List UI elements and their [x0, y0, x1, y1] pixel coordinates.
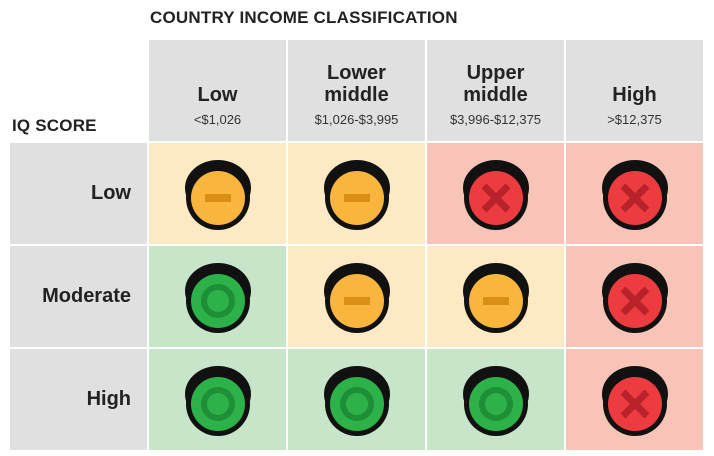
yellow-minus-icon [323, 262, 390, 333]
column-header-label: Low [197, 84, 238, 106]
column-header-range: $3,996-$12,375 [449, 112, 542, 127]
green-circle-icon [184, 262, 251, 333]
yellow-minus-icon [462, 262, 529, 333]
column-header-high: High >$12,375 [566, 40, 703, 141]
column-header-range: $1,026-$3,995 [314, 112, 399, 127]
row-axis-title: IQ SCORE [12, 116, 97, 135]
row-header-moderate: Moderate [10, 246, 147, 347]
row-header-high: High [10, 349, 147, 450]
red-x-icon [601, 262, 668, 333]
grid-cell [149, 143, 286, 244]
grid-cell [288, 349, 425, 450]
grid-cell [427, 349, 564, 450]
row-header-low: Low [10, 143, 147, 244]
classification-grid: Low <$1,026 Lower middle $1,026-$3,995 U… [10, 40, 703, 450]
grid-cell [288, 246, 425, 347]
yellow-minus-icon [323, 159, 390, 230]
grid-cell [427, 143, 564, 244]
grid-cell [427, 246, 564, 347]
green-circle-icon [462, 365, 529, 436]
column-header-upper-middle: Upper middle $3,996-$12,375 [427, 40, 564, 141]
grid-cell [149, 349, 286, 450]
red-x-icon [601, 365, 668, 436]
grid-cell [288, 143, 425, 244]
red-x-icon [462, 159, 529, 230]
column-header-lower-middle: Lower middle $1,026-$3,995 [288, 40, 425, 141]
grid-cell [566, 143, 703, 244]
column-header-range: >$12,375 [607, 112, 662, 127]
column-header-low: Low <$1,026 [149, 40, 286, 141]
column-axis-title: COUNTRY INCOME CLASSIFICATION [150, 8, 458, 27]
column-header-range: <$1,026 [193, 112, 242, 127]
green-circle-icon [184, 365, 251, 436]
red-x-icon [601, 159, 668, 230]
grid-cell [566, 349, 703, 450]
column-header-label: High [612, 84, 657, 106]
grid-cell [149, 246, 286, 347]
grid-cell [566, 246, 703, 347]
green-circle-icon [323, 365, 390, 436]
yellow-minus-icon [184, 159, 251, 230]
column-header-label: Lower middle [324, 62, 389, 106]
column-header-label: Upper middle [463, 62, 528, 106]
grid-corner [10, 40, 147, 141]
